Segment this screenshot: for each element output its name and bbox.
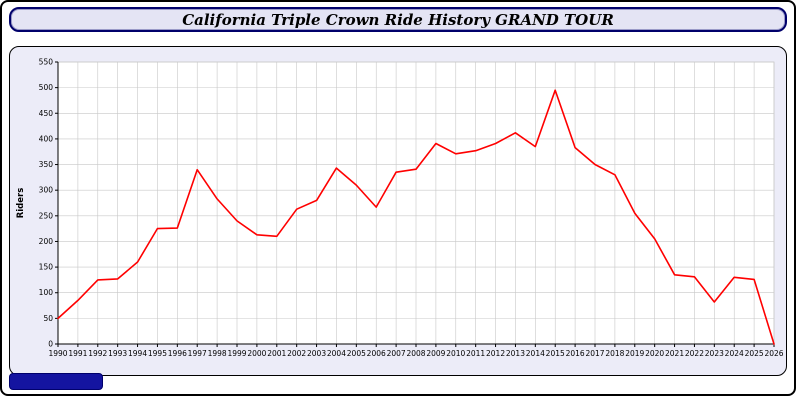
svg-text:2017: 2017 — [585, 349, 604, 358]
svg-text:2003: 2003 — [307, 349, 326, 358]
svg-text:2014: 2014 — [526, 349, 545, 358]
svg-text:2020: 2020 — [645, 349, 664, 358]
svg-text:2001: 2001 — [267, 349, 286, 358]
bottom-bar-button[interactable] — [9, 373, 103, 390]
svg-text:2019: 2019 — [625, 349, 644, 358]
svg-text:450: 450 — [39, 109, 54, 118]
svg-text:150: 150 — [39, 263, 54, 272]
svg-text:300: 300 — [39, 186, 54, 195]
chart-panel: 0 50 100 150 200 250 300 350 400 450 500 550 1990 199… — [9, 46, 787, 376]
svg-text:2004: 2004 — [327, 349, 346, 358]
svg-text:2013: 2013 — [506, 349, 525, 358]
svg-text:0: 0 — [48, 340, 53, 349]
svg-text:2023: 2023 — [705, 349, 724, 358]
svg-text:400: 400 — [39, 134, 54, 143]
svg-text:2008: 2008 — [406, 349, 425, 358]
svg-text:500: 500 — [39, 83, 54, 92]
svg-text:1999: 1999 — [227, 349, 246, 358]
svg-text:2024: 2024 — [725, 349, 744, 358]
svg-text:2007: 2007 — [387, 349, 406, 358]
svg-text:1991: 1991 — [68, 349, 87, 358]
svg-text:2011: 2011 — [466, 349, 485, 358]
svg-text:1992: 1992 — [88, 349, 107, 358]
svg-text:1997: 1997 — [188, 349, 207, 358]
svg-text:2018: 2018 — [605, 349, 624, 358]
svg-text:2015: 2015 — [546, 349, 565, 358]
title-bar: California Triple Crown Ride History GRA… — [9, 7, 787, 32]
svg-text:1990: 1990 — [48, 349, 67, 358]
svg-text:50: 50 — [43, 314, 53, 323]
svg-text:2021: 2021 — [665, 349, 684, 358]
svg-text:2009: 2009 — [426, 349, 445, 358]
svg-text:2025: 2025 — [745, 349, 764, 358]
svg-text:2016: 2016 — [566, 349, 585, 358]
svg-text:100: 100 — [39, 288, 54, 297]
svg-text:1998: 1998 — [208, 349, 227, 358]
svg-text:2026: 2026 — [764, 349, 783, 358]
svg-text:2010: 2010 — [446, 349, 465, 358]
svg-text:550: 550 — [39, 58, 54, 67]
svg-text:350: 350 — [39, 160, 54, 169]
svg-text:2002: 2002 — [287, 349, 306, 358]
svg-text:1993: 1993 — [108, 349, 127, 358]
svg-text:200: 200 — [39, 237, 54, 246]
svg-text:2000: 2000 — [247, 349, 266, 358]
svg-text:250: 250 — [39, 211, 54, 220]
page-title: California Triple Crown Ride History GRA… — [182, 10, 614, 29]
svg-text:Riders: Riders — [16, 188, 26, 219]
svg-text:2005: 2005 — [347, 349, 366, 358]
svg-text:1994: 1994 — [128, 349, 147, 358]
svg-text:2012: 2012 — [486, 349, 505, 358]
svg-text:1996: 1996 — [168, 349, 187, 358]
svg-text:2006: 2006 — [367, 349, 386, 358]
svg-text:1995: 1995 — [148, 349, 167, 358]
svg-text:2022: 2022 — [685, 349, 704, 358]
